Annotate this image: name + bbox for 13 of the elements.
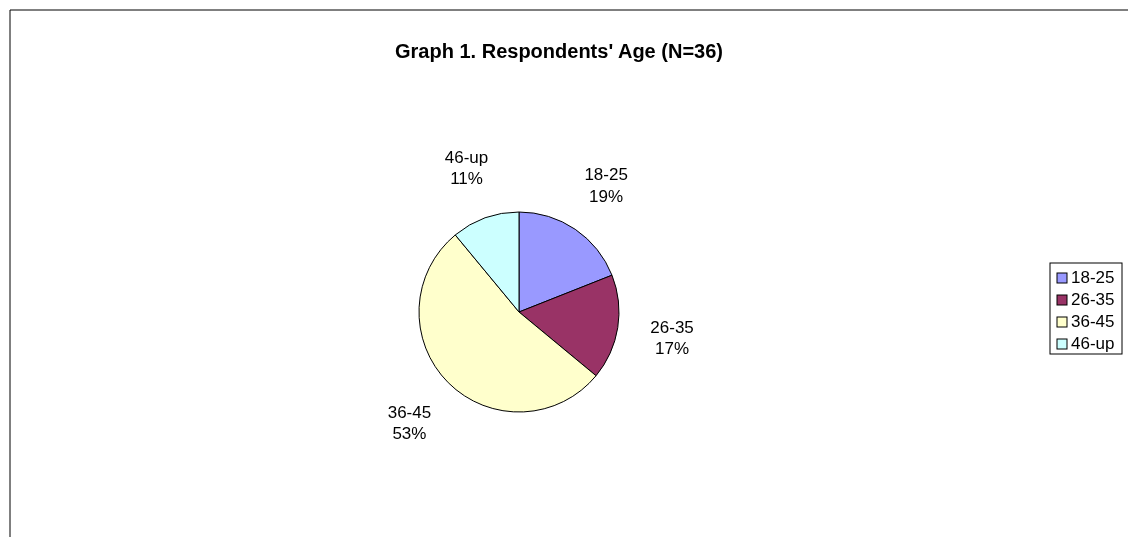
data-label: 53% (392, 424, 427, 444)
slice-label: 26-35 (650, 317, 694, 337)
data-label: 11% (450, 169, 483, 189)
data-label: 19% (589, 186, 624, 206)
slice-label: 46-up (444, 147, 489, 167)
chart-title: Graph 1. Respondents' Age (N=36) (395, 40, 723, 62)
legend-label: 46-up (1071, 334, 1115, 353)
legend-label: 18-25 (1071, 268, 1115, 287)
data-label: 17% (655, 339, 690, 359)
slice-label: 18-25 (584, 165, 628, 185)
legend-label: 36-45 (1071, 312, 1115, 331)
slice-label: 36-45 (387, 403, 432, 423)
legend-label: 26-35 (1071, 290, 1115, 309)
